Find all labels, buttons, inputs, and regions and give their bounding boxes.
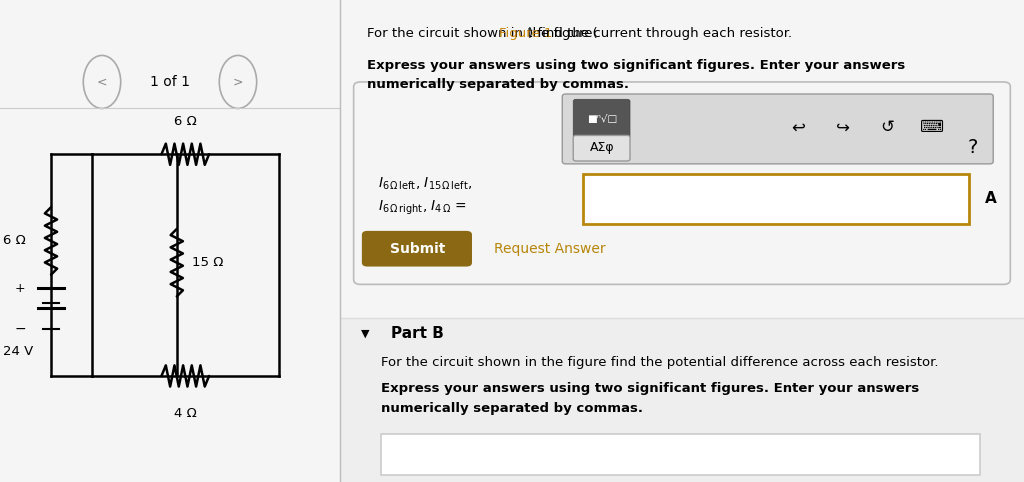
- Text: 6 Ω: 6 Ω: [174, 115, 197, 128]
- FancyBboxPatch shape: [573, 99, 630, 138]
- Text: ?: ?: [968, 137, 978, 157]
- Text: ) find the current through each resistor.: ) find the current through each resistor…: [528, 27, 793, 40]
- Text: 15 Ω: 15 Ω: [193, 256, 223, 269]
- Text: 6 Ω: 6 Ω: [3, 235, 27, 247]
- Text: A: A: [985, 191, 997, 206]
- Text: −: −: [14, 321, 27, 336]
- Text: ■ⁿ√□: ■ⁿ√□: [587, 114, 617, 123]
- Text: 24 V: 24 V: [3, 346, 34, 358]
- Text: $I_{6\,\Omega\,\mathrm{left}}$, $I_{15\,\Omega\,\mathrm{left}}$,: $I_{6\,\Omega\,\mathrm{left}}$, $I_{15\,…: [378, 176, 472, 192]
- FancyBboxPatch shape: [361, 231, 472, 267]
- Text: Submit: Submit: [389, 241, 445, 256]
- Text: For the circuit shown in the figure find the potential difference across each re: For the circuit shown in the figure find…: [381, 356, 939, 369]
- Text: Part B: Part B: [391, 326, 444, 341]
- FancyBboxPatch shape: [562, 94, 993, 164]
- Text: +: +: [15, 282, 26, 295]
- Text: numerically separated by commas.: numerically separated by commas.: [368, 78, 630, 91]
- FancyBboxPatch shape: [353, 82, 1011, 284]
- Text: Request Answer: Request Answer: [494, 241, 605, 256]
- Text: 1 of 1: 1 of 1: [150, 75, 190, 89]
- FancyBboxPatch shape: [381, 434, 980, 475]
- Text: ⌨: ⌨: [920, 118, 944, 136]
- FancyBboxPatch shape: [583, 174, 970, 224]
- Text: ↩: ↩: [792, 118, 805, 136]
- Text: <: <: [96, 76, 108, 88]
- Text: >: >: [232, 76, 244, 88]
- Text: For the circuit shown in the figure(: For the circuit shown in the figure(: [368, 27, 598, 40]
- Text: Express your answers using two significant figures. Enter your answers: Express your answers using two significa…: [368, 59, 905, 72]
- Text: ▼: ▼: [360, 329, 369, 338]
- Text: ΑΣφ: ΑΣφ: [590, 142, 614, 154]
- Text: 4 Ω: 4 Ω: [174, 407, 197, 420]
- Text: ↪: ↪: [836, 118, 850, 136]
- FancyBboxPatch shape: [340, 318, 1024, 482]
- Text: Figure 1: Figure 1: [499, 27, 553, 40]
- Text: Express your answers using two significant figures. Enter your answers: Express your answers using two significa…: [381, 382, 920, 394]
- FancyBboxPatch shape: [573, 135, 630, 161]
- Text: numerically separated by commas.: numerically separated by commas.: [381, 402, 643, 415]
- Text: ↺: ↺: [881, 118, 894, 136]
- Text: $I_{6\,\Omega\,\mathrm{right}}$, $I_{4\,\Omega}$ =: $I_{6\,\Omega\,\mathrm{right}}$, $I_{4\,…: [378, 199, 467, 217]
